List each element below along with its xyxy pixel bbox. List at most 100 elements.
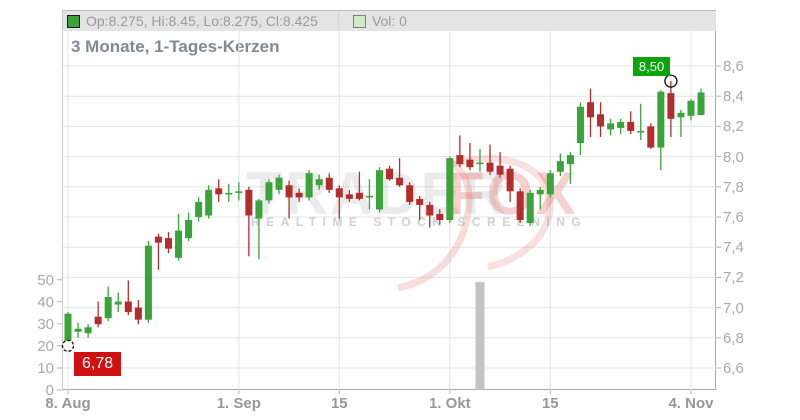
price-tick-label: 7,4 (723, 239, 744, 257)
candle-body[interactable] (607, 123, 615, 130)
price-tick-label: 6,6 (723, 360, 744, 377)
candle-body[interactable] (365, 195, 373, 198)
price-tick-label: 7,6 (723, 209, 744, 226)
volume-legend-text: Vol: 0 (371, 13, 407, 29)
candle-body[interactable] (164, 238, 172, 249)
candle-body[interactable] (667, 93, 675, 119)
candle-body[interactable] (576, 106, 584, 144)
candle-body[interactable] (436, 213, 444, 221)
candle-body[interactable] (416, 198, 424, 205)
candle-body[interactable] (556, 161, 564, 172)
price-tick-label: 6,8 (723, 329, 744, 347)
candle-body[interactable] (295, 192, 303, 198)
date-tick-label: 1. Okt (428, 395, 471, 412)
candle-body[interactable] (687, 100, 695, 116)
candle-body[interactable] (355, 192, 363, 199)
candle-body[interactable] (285, 185, 293, 198)
candle-body[interactable] (637, 130, 645, 133)
candle-body[interactable] (506, 168, 514, 192)
candle-body[interactable] (566, 155, 574, 165)
candle-body[interactable] (245, 189, 253, 216)
candle-body[interactable] (526, 192, 534, 224)
candle-body[interactable] (144, 245, 152, 320)
candle-body[interactable] (215, 188, 223, 195)
candle-body[interactable] (627, 121, 635, 131)
candle-body[interactable] (154, 236, 162, 243)
candle-body[interactable] (375, 170, 383, 210)
candle-body[interactable] (255, 200, 263, 219)
low-marker-circle (61, 339, 75, 352)
price-tick-label: 8,2 (723, 118, 744, 136)
candle-body[interactable] (386, 168, 394, 180)
candle-body[interactable] (396, 177, 404, 186)
candle-body[interactable] (325, 177, 333, 190)
candle-body[interactable] (647, 126, 655, 148)
candle-body[interactable] (456, 155, 464, 165)
date-tick-label: 8. Aug (45, 395, 91, 412)
candle-body[interactable] (195, 201, 203, 217)
candle-body[interactable] (235, 191, 243, 193)
volume-tick-label: 10 (37, 359, 54, 377)
candle-body[interactable] (305, 173, 313, 198)
candle-body[interactable] (406, 185, 414, 202)
date-tick-label: 1. Sep (216, 395, 261, 412)
candle-body[interactable] (536, 189, 544, 195)
watermark-fox-swoosh (451, 155, 554, 271)
candle-body[interactable] (476, 162, 484, 165)
candle-body[interactable] (516, 191, 524, 221)
candle-body[interactable] (496, 165, 504, 175)
low-price-label: 6,78 (74, 351, 122, 376)
candle-body[interactable] (185, 220, 193, 239)
volume-legend-swatch (352, 14, 366, 28)
candle-body[interactable] (225, 192, 233, 195)
candle-body[interactable] (546, 173, 554, 195)
legend-divider (337, 12, 339, 30)
candle-body[interactable] (345, 194, 353, 199)
candle-body[interactable] (134, 307, 142, 320)
candle-body[interactable] (64, 313, 72, 341)
price-tick-label: 8,6 (723, 58, 744, 75)
candle-body[interactable] (446, 158, 454, 221)
candle-body[interactable] (335, 188, 343, 198)
candle-body[interactable] (175, 230, 183, 258)
price-tick-label: 8,0 (723, 148, 744, 166)
candle-body[interactable] (205, 189, 213, 216)
candle-body[interactable] (597, 114, 605, 127)
high-price-label: 8,50 (632, 57, 671, 77)
candle-body[interactable] (586, 102, 594, 118)
candle-body[interactable] (124, 301, 132, 313)
price-tick-label: 7,0 (723, 299, 744, 317)
price-tick-label: 7,8 (723, 178, 744, 196)
panel-frame (62, 10, 716, 390)
candle-body[interactable] (426, 204, 434, 216)
high-marker-circle (664, 74, 678, 88)
candle-body[interactable] (114, 301, 122, 305)
candle-body[interactable] (265, 182, 273, 201)
candle-legend-swatch (67, 14, 80, 28)
candle-body[interactable] (466, 159, 474, 168)
chart-title: 3 Monate, 1-Tages-Kerzen (71, 37, 280, 56)
volume-bar[interactable] (475, 281, 485, 390)
price-tick-label: 7,2 (723, 269, 744, 287)
candle-body[interactable] (94, 316, 102, 325)
candle-body[interactable] (677, 112, 685, 118)
date-tick-label: 4. Nov (668, 395, 714, 412)
price-tick-label: 8,4 (723, 88, 744, 106)
date-tick-label: 15 (330, 395, 348, 412)
candle-body[interactable] (275, 177, 283, 190)
candle-body[interactable] (104, 297, 112, 319)
candle-body[interactable] (617, 121, 625, 128)
legend-bar: Op:8.275, Hi:8.45, Lo:8.275, Cl:8.425 Vo… (63, 11, 716, 31)
volume-tick-label: 50 (37, 271, 54, 289)
candle-body[interactable] (84, 327, 92, 334)
candle-body[interactable] (486, 162, 494, 172)
candle-body[interactable] (74, 328, 82, 332)
volume-tick-label: 40 (37, 293, 54, 311)
candle-body[interactable] (657, 91, 665, 148)
date-tick-label: 15 (541, 395, 559, 412)
candle-body[interactable] (697, 92, 705, 116)
volume-tick-label: 30 (37, 315, 54, 333)
candle-body[interactable] (315, 179, 323, 186)
